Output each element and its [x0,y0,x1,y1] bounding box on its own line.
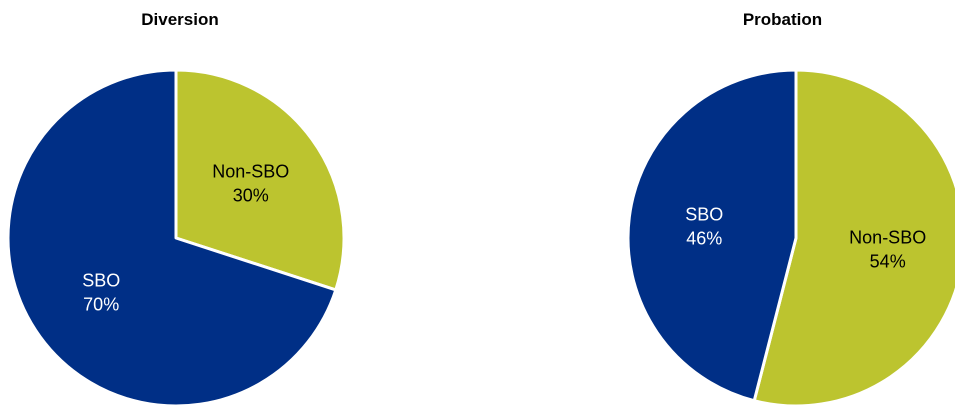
slice-value-label: 30% [233,186,269,206]
diversion-pie-chart: Diversion Non-SBO 30% SBO 70% [0,0,360,406]
slice-category-label: Non-SBO [849,228,926,248]
slice-label: Non-SBO 30% [212,162,289,206]
chart-title: Probation [742,10,823,29]
slice-value-label: 70% [83,294,119,314]
chart-title: Diversion [141,10,219,29]
pie-slice-sbo [626,68,798,403]
slice-category-label: Non-SBO [212,162,289,182]
probation-pie-chart: Probation Non-SBO 54% SBO 46% [610,0,955,406]
slice-category-label: SBO [82,270,120,290]
slice-label: SBO 46% [685,204,723,248]
slice-label: Non-SBO 54% [849,228,926,272]
slice-category-label: SBO [685,204,723,224]
slice-label: SBO 70% [82,270,120,314]
diversion-pie-svg: Non-SBO 30% SBO 70% [6,68,346,406]
pie-slice-non-sbo [752,68,955,406]
pie-slice-sbo [6,68,338,406]
probation-pie-svg: Non-SBO 54% SBO 46% [626,68,955,406]
slice-value-label: 46% [686,228,722,248]
slice-value-label: 54% [870,252,906,272]
pie-slice-non-sbo [174,68,346,292]
